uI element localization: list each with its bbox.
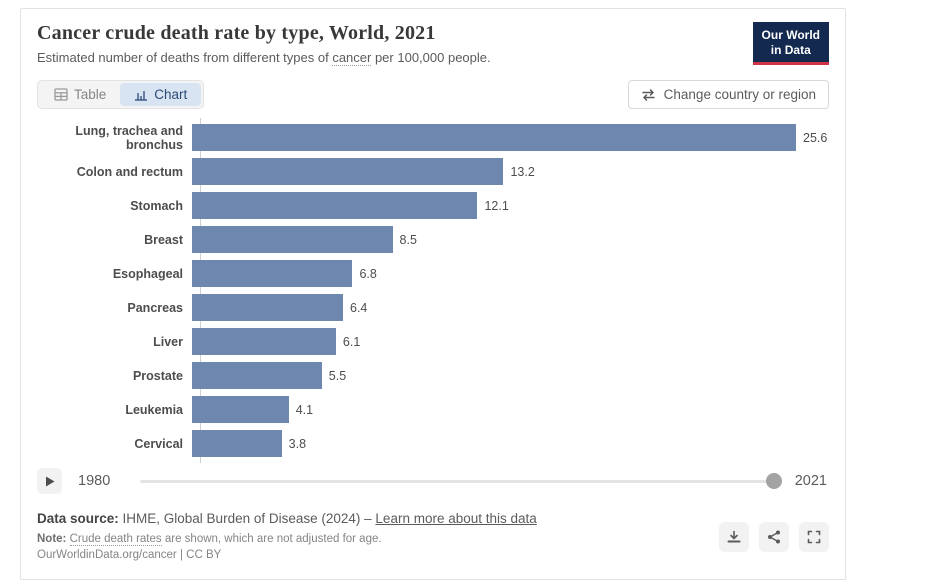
- category-label: Leukemia: [125, 402, 183, 417]
- owid-logo[interactable]: Our World in Data: [752, 22, 829, 65]
- category-label: Cervical: [134, 436, 183, 451]
- bar-chart: Lung, trachea and bronchus 25.6 Colon and …: [37, 118, 829, 463]
- bar-row: Stomach 12.1: [37, 192, 829, 219]
- play-button[interactable]: [37, 468, 62, 494]
- change-country-button[interactable]: Change country or region: [627, 80, 829, 109]
- action-buttons: [719, 522, 829, 552]
- value-label: 5.5: [328, 368, 347, 383]
- tab-chart-label: Chart: [154, 87, 188, 102]
- value-label: 6.4: [350, 300, 368, 315]
- table-icon: [54, 88, 68, 101]
- tab-table[interactable]: Table: [40, 83, 120, 106]
- y-axis-line: [200, 118, 201, 463]
- crude-death-rates-link[interactable]: Crude death rates: [69, 533, 162, 546]
- timeline-end-year[interactable]: 2021: [794, 473, 827, 489]
- share-icon: [767, 530, 781, 544]
- fullscreen-button[interactable]: [799, 522, 829, 552]
- subtitle-term-link[interactable]: cancer: [332, 50, 372, 66]
- value-label: 6.8: [359, 266, 377, 281]
- value-label: 3.8: [288, 436, 307, 451]
- category-label: Lung, trachea and bronchus: [75, 123, 183, 152]
- bar-rows: Lung, trachea and bronchus 25.6 Colon and …: [37, 124, 829, 457]
- value-label: 6.1: [342, 334, 361, 349]
- citation-line: OurWorldinData.org/cancer | CC BY: [37, 549, 222, 561]
- bar[interactable]: [192, 430, 282, 457]
- bar[interactable]: [192, 362, 322, 389]
- bar-row: Liver 6.1: [37, 328, 829, 355]
- bar[interactable]: [192, 294, 343, 321]
- swap-arrows-icon: [641, 88, 656, 101]
- bar-row: Breast 8.5: [37, 226, 829, 253]
- title-block: Cancer crude death rate by type, World, …: [37, 22, 491, 66]
- note-label: Note:: [37, 533, 67, 545]
- timeline-start-year[interactable]: 1980: [78, 473, 111, 489]
- bar-chart-icon: [134, 88, 148, 101]
- data-source-line: Data source: IHME, Global Burden of Dise…: [37, 511, 537, 526]
- category-label: Breast: [144, 232, 183, 247]
- learn-more-link[interactable]: Learn more about this data: [375, 511, 537, 526]
- bar-row: Esophageal 6.8: [37, 260, 829, 287]
- value-label: 12.1: [484, 198, 509, 213]
- category-label: Prostate: [132, 368, 183, 383]
- bar-row: Lung, trachea and bronchus 25.6: [37, 123, 829, 152]
- chart-card: Cancer crude death rate by type, World, …: [20, 8, 846, 580]
- tab-chart[interactable]: Chart: [120, 83, 202, 106]
- footer: Data source: IHME, Global Burden of Dise…: [37, 511, 829, 561]
- logo-line2: in Data: [770, 43, 811, 57]
- bar-row: Leukemia 4.1: [37, 396, 829, 423]
- value-label: 13.2: [510, 164, 535, 179]
- bar[interactable]: [192, 396, 289, 423]
- timeline-handle[interactable]: [765, 473, 782, 489]
- data-source-label: Data source:: [37, 511, 119, 526]
- bar[interactable]: [192, 328, 336, 355]
- download-icon: [727, 530, 741, 544]
- bar[interactable]: [192, 124, 796, 151]
- change-country-label: Change country or region: [663, 87, 816, 102]
- footer-text-block: Data source: IHME, Global Burden of Dise…: [37, 511, 537, 561]
- chart-subtitle: Estimated number of deaths from differen…: [37, 50, 491, 66]
- bar-row: Prostate 5.5: [37, 362, 829, 389]
- timeline-track[interactable]: [140, 479, 782, 483]
- header: Cancer crude death rate by type, World, …: [37, 22, 829, 66]
- bar-row: Cervical 3.8: [37, 430, 829, 457]
- download-button[interactable]: [719, 522, 749, 552]
- controls-row: Table Chart: [37, 80, 829, 109]
- view-tab-group: Table Chart: [37, 80, 205, 109]
- subtitle-text-suffix: per 100,000 people.: [371, 50, 491, 65]
- tab-table-label: Table: [74, 87, 107, 102]
- page-title: Cancer crude death rate by type, World, …: [37, 22, 436, 44]
- play-icon: [45, 476, 55, 487]
- category-label: Pancreas: [127, 300, 183, 315]
- share-button[interactable]: [759, 522, 789, 552]
- data-source-text: IHME, Global Burden of Disease (2024) –: [118, 511, 376, 526]
- note-text: are shown, which are not adjusted for ag…: [161, 533, 382, 545]
- bar[interactable]: [192, 226, 393, 253]
- category-label: Colon and rectum: [76, 164, 183, 179]
- subtitle-text: Estimated number of deaths from differen…: [37, 50, 333, 65]
- bar[interactable]: [192, 260, 353, 287]
- category-label: Stomach: [130, 198, 183, 213]
- note-line: Note: Crude death rates are shown, which…: [37, 533, 537, 546]
- bar[interactable]: [192, 158, 504, 185]
- logo-line1: Our World: [761, 28, 820, 42]
- timeline-slider[interactable]: [140, 473, 782, 489]
- bar-row: Pancreas 6.4: [37, 294, 829, 321]
- value-label: 8.5: [399, 232, 417, 247]
- bar-row: Colon and rectum 13.2: [37, 158, 829, 185]
- category-label: Liver: [153, 334, 183, 349]
- bar[interactable]: [192, 192, 478, 219]
- value-label: 25.6: [803, 130, 828, 145]
- value-label: 4.1: [295, 402, 314, 417]
- fullscreen-icon: [807, 530, 821, 544]
- category-label: Esophageal: [112, 266, 183, 281]
- timeline: 1980 2021: [37, 468, 829, 494]
